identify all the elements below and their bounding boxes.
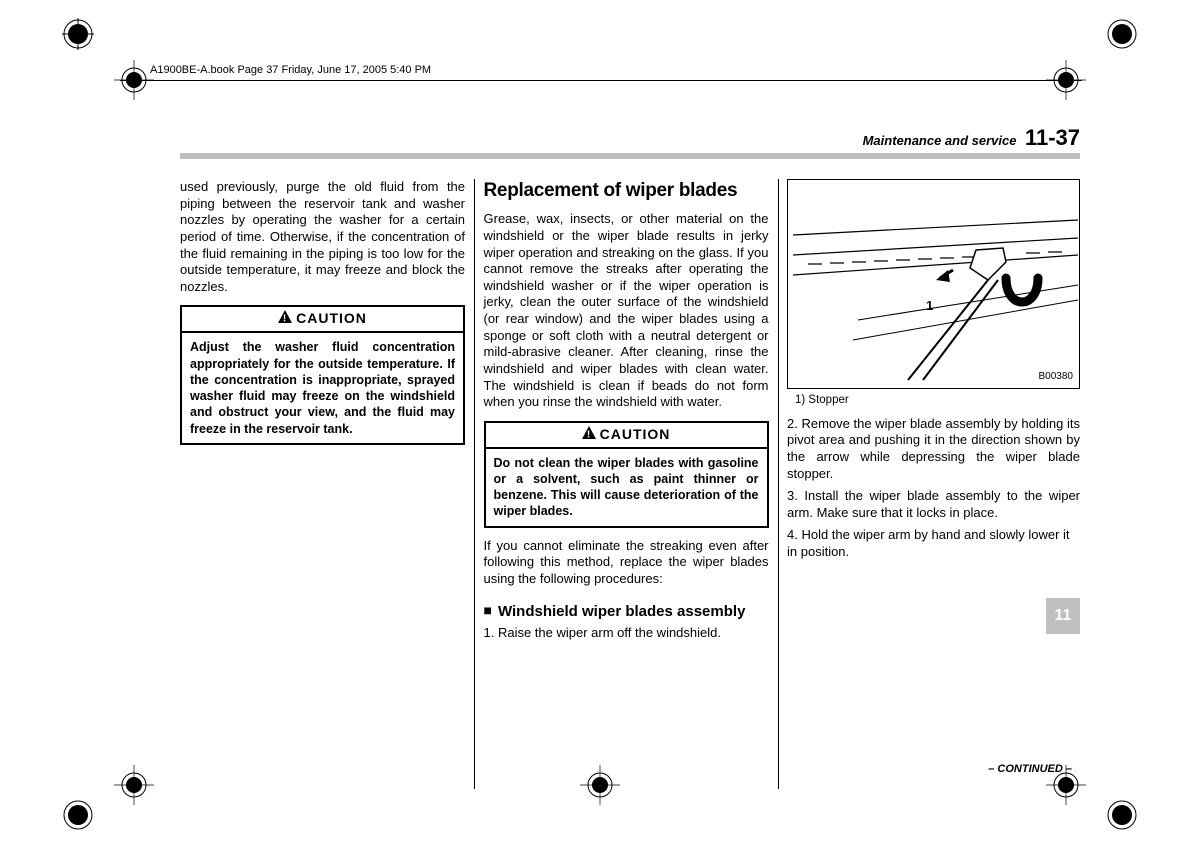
column-2: Replacement of wiper blades Grease, wax,… — [484, 179, 769, 789]
header-underline — [180, 153, 1080, 159]
svg-text:!: ! — [283, 314, 287, 324]
crop-mark-tl — [62, 18, 110, 66]
chapter-tab: 11 — [1046, 598, 1080, 634]
figure-callout: 1 — [926, 298, 933, 315]
book-header: A1900BE-A.book Page 37 Friday, June 17, … — [150, 64, 431, 76]
step-text: 4. Hold the wiper arm by hand and slowly… — [787, 527, 1080, 560]
subsection-text: Windshield wiper blades assembly — [498, 602, 745, 621]
page-content: Maintenance and service 11-37 used previ… — [180, 125, 1080, 779]
body-text: used previously, purge the old fluid fro… — [180, 179, 465, 295]
crop-mark-br — [1090, 783, 1138, 831]
caution-title: ! CAUTION — [486, 423, 767, 449]
body-text: Grease, wax, insects, or other material … — [484, 211, 769, 411]
caution-box: ! CAUTION Adjust the washer fluid concen… — [180, 305, 465, 444]
crop-mark-bl — [62, 783, 110, 831]
step-text: 2. Remove the wiper blade assembly by ho… — [787, 416, 1080, 483]
subsection-title: ■ Windshield wiper blades assembly — [484, 602, 769, 621]
caution-label: CAUTION — [296, 310, 367, 328]
figure-caption: 1) Stopper — [795, 393, 1080, 408]
column-3: 1 B00380 1) Stopper 2. Remove the wiper … — [787, 179, 1080, 789]
page-header: Maintenance and service 11-37 — [180, 125, 1080, 165]
warning-icon: ! — [582, 426, 596, 444]
page-number: 11-37 — [1025, 125, 1080, 150]
continued-label: – CONTINUED – — [988, 763, 1072, 775]
section-name: Maintenance and service — [863, 133, 1017, 148]
column-1: used previously, purge the old fluid fro… — [180, 179, 465, 789]
step-text: 1. Raise the wiper arm off the windshiel… — [484, 625, 769, 642]
caution-box: ! CAUTION Do not clean the wiper blades … — [484, 421, 769, 528]
caution-label: CAUTION — [600, 426, 671, 444]
column-separator — [769, 179, 787, 789]
svg-text:!: ! — [586, 429, 590, 439]
reg-mark — [114, 765, 154, 805]
warning-icon: ! — [278, 310, 292, 328]
caution-title: ! CAUTION — [182, 307, 463, 333]
figure-diagram: 1 B00380 — [787, 179, 1080, 389]
crop-mark-tr — [1090, 18, 1138, 66]
caution-body: Do not clean the wiper blades with gasol… — [486, 449, 767, 526]
section-title: Replacement of wiper blades — [484, 179, 769, 203]
figure-code: B00380 — [1039, 371, 1073, 384]
column-separator — [465, 179, 483, 789]
header-rule — [120, 80, 1082, 81]
body-text: If you cannot eliminate the streaking ev… — [484, 538, 769, 588]
step-text: 3. Install the wiper blade assembly to t… — [787, 488, 1080, 521]
square-bullet-icon: ■ — [484, 602, 492, 619]
caution-body: Adjust the washer fluid concentration ap… — [182, 333, 463, 443]
